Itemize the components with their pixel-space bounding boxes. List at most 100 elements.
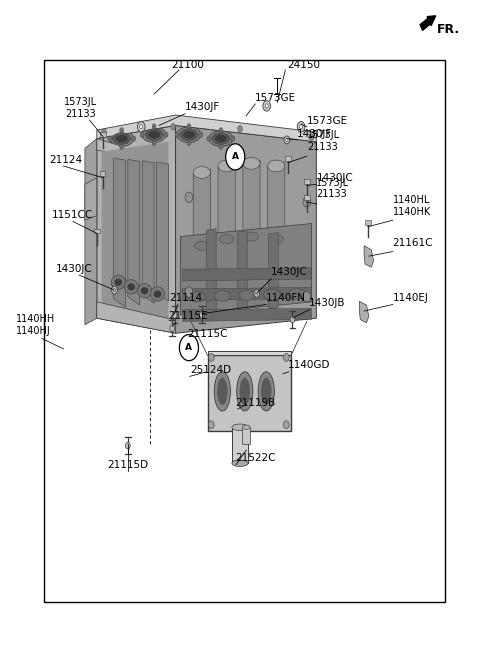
Polygon shape <box>85 178 97 220</box>
Text: 1140GD: 1140GD <box>288 360 330 371</box>
Polygon shape <box>114 158 125 307</box>
Ellipse shape <box>217 378 228 405</box>
Circle shape <box>219 144 223 150</box>
Circle shape <box>265 104 268 108</box>
Circle shape <box>309 134 314 140</box>
Ellipse shape <box>215 134 227 142</box>
Text: 1430JC: 1430JC <box>271 267 308 277</box>
Bar <box>242 427 250 444</box>
Polygon shape <box>180 224 312 315</box>
Ellipse shape <box>148 131 160 138</box>
Text: 21115E: 21115E <box>168 312 208 321</box>
Circle shape <box>187 140 191 146</box>
Text: 21124: 21124 <box>49 155 82 165</box>
Circle shape <box>208 420 214 428</box>
Ellipse shape <box>127 283 135 291</box>
Ellipse shape <box>142 127 166 142</box>
Text: 1430JC: 1430JC <box>316 173 353 183</box>
Bar <box>304 195 310 200</box>
Text: 21119B: 21119B <box>235 398 276 407</box>
Circle shape <box>175 132 179 137</box>
Ellipse shape <box>177 127 201 142</box>
Circle shape <box>219 128 223 133</box>
Circle shape <box>170 325 175 331</box>
Text: 1140EJ: 1140EJ <box>393 293 429 303</box>
Ellipse shape <box>195 241 209 251</box>
Ellipse shape <box>124 279 138 294</box>
Circle shape <box>238 125 242 132</box>
Text: 1573JL
21133: 1573JL 21133 <box>307 130 340 152</box>
Polygon shape <box>269 233 278 309</box>
Polygon shape <box>97 125 176 333</box>
Circle shape <box>140 132 144 137</box>
Circle shape <box>164 132 168 137</box>
Bar <box>304 179 310 184</box>
Ellipse shape <box>141 287 148 295</box>
Circle shape <box>303 197 311 207</box>
Circle shape <box>185 192 193 203</box>
Text: 1430JC: 1430JC <box>56 264 93 274</box>
Circle shape <box>112 286 117 294</box>
Polygon shape <box>183 308 312 321</box>
Text: 21114: 21114 <box>169 293 203 303</box>
Ellipse shape <box>289 289 306 299</box>
Polygon shape <box>218 163 235 241</box>
Ellipse shape <box>116 134 128 142</box>
Ellipse shape <box>240 378 250 405</box>
Circle shape <box>303 291 311 302</box>
Text: 21115C: 21115C <box>188 329 228 339</box>
Ellipse shape <box>154 291 161 298</box>
Polygon shape <box>142 161 154 303</box>
Ellipse shape <box>113 133 131 144</box>
Bar <box>100 132 106 136</box>
Polygon shape <box>176 125 316 333</box>
Ellipse shape <box>237 372 253 411</box>
Ellipse shape <box>110 131 133 146</box>
Polygon shape <box>238 231 247 312</box>
Circle shape <box>297 121 305 132</box>
Circle shape <box>300 125 302 129</box>
Circle shape <box>199 312 204 318</box>
Circle shape <box>254 289 260 297</box>
Ellipse shape <box>219 235 234 244</box>
Ellipse shape <box>137 283 152 298</box>
Ellipse shape <box>264 289 280 300</box>
Bar <box>285 156 290 161</box>
Ellipse shape <box>232 460 248 466</box>
Ellipse shape <box>212 133 230 144</box>
Circle shape <box>113 289 116 292</box>
Ellipse shape <box>258 372 275 411</box>
Ellipse shape <box>189 291 205 302</box>
Polygon shape <box>268 163 285 241</box>
Polygon shape <box>85 138 97 325</box>
Text: 25124D: 25124D <box>190 365 231 375</box>
Polygon shape <box>360 301 369 323</box>
Circle shape <box>187 124 191 129</box>
Ellipse shape <box>183 131 195 138</box>
Text: 1573JL
21133: 1573JL 21133 <box>63 97 96 119</box>
FancyArrow shape <box>420 16 436 30</box>
Bar <box>44 60 445 602</box>
Circle shape <box>172 312 177 318</box>
Circle shape <box>283 420 289 428</box>
Ellipse shape <box>193 167 210 178</box>
Text: A: A <box>185 343 192 352</box>
Circle shape <box>108 136 111 141</box>
Text: 1140HL
1140HK: 1140HL 1140HK <box>393 195 431 217</box>
Circle shape <box>283 354 289 361</box>
Polygon shape <box>97 138 122 154</box>
Ellipse shape <box>268 160 285 172</box>
Ellipse shape <box>261 378 272 405</box>
Ellipse shape <box>150 287 165 301</box>
Circle shape <box>152 124 156 129</box>
Bar <box>100 171 106 176</box>
Text: 1430JB: 1430JB <box>309 298 346 308</box>
Polygon shape <box>206 229 216 314</box>
Circle shape <box>152 140 156 146</box>
Circle shape <box>231 136 235 141</box>
Circle shape <box>102 129 107 135</box>
Circle shape <box>180 335 199 361</box>
Polygon shape <box>97 125 316 157</box>
Circle shape <box>140 125 143 129</box>
Ellipse shape <box>232 424 248 430</box>
